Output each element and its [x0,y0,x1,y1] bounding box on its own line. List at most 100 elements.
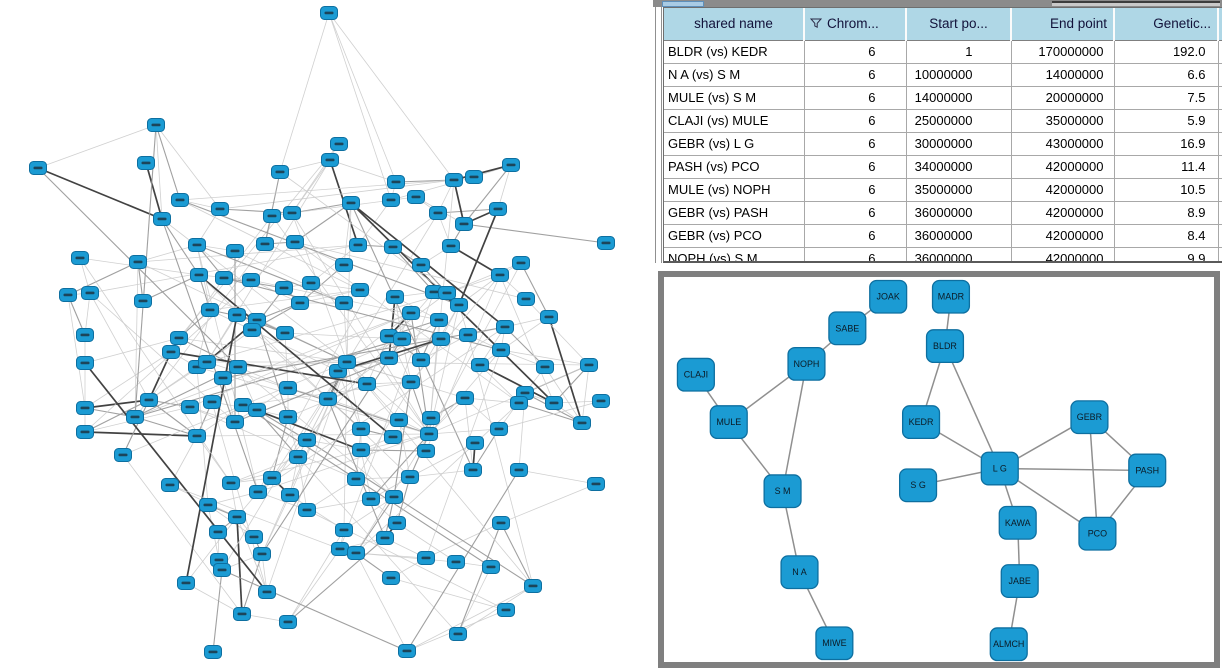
table-row[interactable]: MULE (vs) NOPH 6 35000000 42000000 10.5 [664,178,1222,202]
subnetwork-node[interactable]: N A [780,555,819,590]
table-cell[interactable]: 170000000 [1011,40,1115,64]
subnetwork-node[interactable]: CLAJI [676,357,715,392]
table-cell[interactable] [1218,201,1222,225]
table-cell[interactable]: 6 [804,247,907,261]
table-cell[interactable]: 10000000 [906,63,1012,87]
table-cell[interactable] [1218,155,1222,179]
subnetwork-node[interactable]: S M [763,474,802,509]
table-cell[interactable]: 16.9 [1114,132,1219,156]
column-header-end-point[interactable]: End point [1010,8,1114,41]
subnetwork-node[interactable]: SABE [828,311,867,346]
column-header-chrom---[interactable]: Chrom... [803,8,906,41]
subnetwork-node[interactable]: ALMCH [989,627,1028,662]
table-cell[interactable]: 6 [804,132,907,156]
subnetwork-node[interactable]: BLDR [925,329,965,364]
table-cell[interactable]: 42000000 [1011,224,1115,248]
table-cell[interactable]: 6.6 [1114,63,1219,87]
table-cell[interactable]: PASH (vs) PCO [664,155,805,179]
table-row[interactable]: GEBR (vs) PCO 6 36000000 42000000 8.4 [664,224,1222,248]
column-header-extra[interactable] [1217,8,1222,41]
subnetwork-node[interactable]: KAWA [998,505,1037,540]
table-cell[interactable]: 8.4 [1114,224,1219,248]
table-cell[interactable]: 43000000 [1011,132,1115,156]
table-cell[interactable]: 7.5 [1114,86,1219,110]
table-cell[interactable]: 1 [906,40,1012,64]
table-cell[interactable]: GEBR (vs) PCO [664,224,805,248]
table-cell[interactable]: GEBR (vs) L G [664,132,805,156]
subnetwork-node[interactable]: KEDR [901,405,941,440]
subnetwork-node[interactable]: PCO [1078,516,1117,551]
subnetwork-node[interactable]: JABE [1000,564,1039,598]
table-row[interactable]: GEBR (vs) PASH 6 36000000 42000000 8.9 [664,201,1222,225]
table-cell[interactable] [1218,86,1222,110]
table-cell[interactable]: 35000000 [906,178,1012,202]
table-cell[interactable]: 6 [804,40,907,64]
table-cell[interactable]: 42000000 [1011,178,1115,202]
subnetwork-node[interactable]: PASH [1128,453,1167,488]
subnetwork-node[interactable]: L G [980,451,1019,486]
table-cell[interactable]: 6 [804,63,907,87]
table-cell[interactable]: 34000000 [906,155,1012,179]
table-cell[interactable]: 14000000 [1011,63,1115,87]
table-row[interactable]: CLAJI (vs) MULE 6 25000000 35000000 5.9 [664,109,1222,133]
panel-tab[interactable] [662,1,704,7]
subnetwork-node[interactable]: MIWE [815,626,854,661]
table-cell[interactable]: BLDR (vs) KEDR [664,40,805,64]
table-cell[interactable]: NOPH (vs) S M [664,247,805,261]
horizontal-scrollbar[interactable] [1052,1,1220,6]
table-cell[interactable]: 36000000 [906,247,1012,261]
table-cell[interactable]: 6 [804,224,907,248]
column-header-start-po---[interactable]: Start po... [905,8,1011,41]
table-cell[interactable] [1218,109,1222,133]
column-header-genetic---[interactable]: Genetic... [1113,8,1218,41]
subnetwork-node[interactable]: JOAK [869,279,908,314]
table-cell[interactable]: 20000000 [1011,86,1115,110]
column-header-shared-name[interactable]: shared name [664,8,804,41]
table-cell[interactable]: 36000000 [906,224,1012,248]
table-cell[interactable]: 10.5 [1114,178,1219,202]
table-cell[interactable]: 25000000 [906,109,1012,133]
main-network-panel[interactable] [0,0,653,669]
table-cell[interactable] [1218,132,1222,156]
table-cell[interactable]: MULE (vs) NOPH [664,178,805,202]
table-row[interactable]: MULE (vs) S M 6 14000000 20000000 7.5 [664,86,1222,110]
table-cell[interactable]: 42000000 [1011,247,1115,261]
table-cell[interactable]: 42000000 [1011,201,1115,225]
table-cell[interactable]: 192.0 [1114,40,1219,64]
subnetwork-node[interactable]: MADR [931,279,971,314]
edge-attribute-table[interactable]: shared name Chrom... Start po... End point G… [664,8,1222,261]
table-cell[interactable]: 6 [804,109,907,133]
subnetwork-node[interactable]: GEBR [1070,400,1109,435]
table-cell[interactable]: MULE (vs) S M [664,86,805,110]
table-cell[interactable] [1218,178,1222,202]
table-cell[interactable]: 6 [804,201,907,225]
table-cell[interactable]: 35000000 [1011,109,1115,133]
table-cell[interactable]: CLAJI (vs) MULE [664,109,805,133]
table-cell[interactable] [1218,40,1222,64]
subnetwork-node[interactable]: S G [898,468,938,503]
table-cell[interactable]: 8.9 [1114,201,1219,225]
table-cell[interactable]: 5.9 [1114,109,1219,133]
table-cell[interactable]: 30000000 [906,132,1012,156]
table-cell[interactable]: 36000000 [906,201,1012,225]
table-cell[interactable]: N A (vs) S M [664,63,805,87]
subnetwork-node[interactable]: NOPH [787,346,826,381]
table-cell[interactable] [1218,63,1222,87]
subnetwork-node[interactable]: MULE [709,405,748,440]
table-cell[interactable]: 6 [804,155,907,179]
table-cell[interactable]: 9.9 [1114,247,1219,261]
table-row[interactable]: NOPH (vs) S M 6 36000000 42000000 9.9 [664,247,1222,261]
table-cell[interactable]: 14000000 [906,86,1012,110]
table-cell[interactable]: 6 [804,178,907,202]
table-cell[interactable] [1218,224,1222,248]
table-row[interactable]: PASH (vs) PCO 6 34000000 42000000 11.4 [664,155,1222,179]
table-row[interactable]: GEBR (vs) L G 6 30000000 43000000 16.9 [664,132,1222,156]
dense-network-canvas[interactable] [0,0,653,669]
table-row[interactable]: BLDR (vs) KEDR 6 1 170000000 192.0 [664,40,1222,64]
table-cell[interactable]: 6 [804,86,907,110]
table-row[interactable]: N A (vs) S M 6 10000000 14000000 6.6 [664,63,1222,87]
table-cell[interactable]: GEBR (vs) PASH [664,201,805,225]
table-cell[interactable]: 11.4 [1114,155,1219,179]
table-cell[interactable] [1218,247,1222,261]
